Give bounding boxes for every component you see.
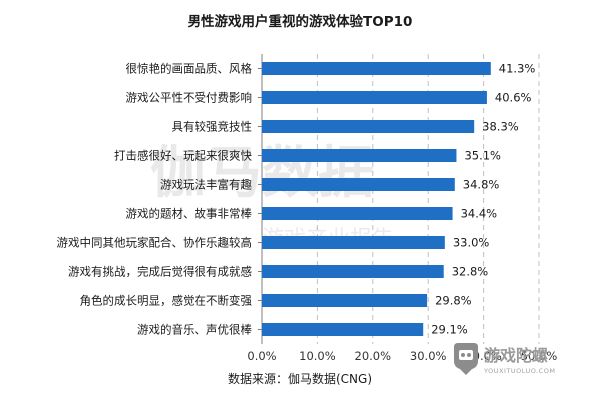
data-label: 29.8% bbox=[435, 294, 472, 308]
data-label: 35.1% bbox=[464, 149, 501, 163]
data-label: 41.3% bbox=[499, 62, 536, 76]
source-note: 数据来源：伽马数据(CNG) bbox=[228, 371, 372, 386]
category-label: 游戏的题材、故事非常棒 bbox=[126, 207, 253, 221]
bar bbox=[262, 178, 455, 191]
bar bbox=[262, 62, 491, 75]
category-label: 游戏的音乐、声优很棒 bbox=[137, 323, 252, 337]
category-label: 游戏公平性不受付费影响 bbox=[126, 91, 253, 105]
category-label: 很惊艳的画面品质、风格 bbox=[126, 62, 253, 76]
category-label: 打击感很好、玩起来很爽快 bbox=[114, 149, 252, 163]
logo-url: YOUXITUOLUO.COM bbox=[483, 367, 555, 375]
logo-name: 游戏陀螺 bbox=[484, 346, 548, 365]
bar bbox=[262, 207, 453, 220]
data-label: 38.3% bbox=[482, 120, 519, 134]
plot-area: 0.0% 10.0% 20.0% 30.0% 40.0% 50.0%很惊艳的画面品质、风格… bbox=[57, 54, 558, 363]
bar bbox=[262, 265, 444, 278]
x-tick-label: 50.0% bbox=[521, 349, 558, 363]
data-label: 33.0% bbox=[453, 236, 490, 250]
category-label: 角色的成长明显，感觉在不断变强 bbox=[80, 294, 253, 308]
data-label: 32.8% bbox=[452, 265, 489, 279]
category-label: 游戏中同其他玩家配合、协作乐趣较高 bbox=[57, 236, 253, 250]
data-label: 29.1% bbox=[431, 323, 468, 337]
gamepad-icon bbox=[454, 343, 478, 375]
data-label: 34.4% bbox=[461, 207, 498, 221]
bar bbox=[262, 91, 487, 104]
logo: 游戏陀螺 YOUXITUOLUO.COM bbox=[454, 343, 555, 375]
bar bbox=[262, 236, 445, 249]
bar bbox=[262, 149, 457, 162]
category-label: 具有较强竞技性 bbox=[172, 120, 253, 134]
x-tick-label: 0.0% bbox=[247, 349, 276, 363]
data-label: 34.8% bbox=[463, 178, 500, 192]
category-label: 游戏有挑战，完成后觉得很有成就感 bbox=[68, 265, 252, 279]
x-tick-label: 20.0% bbox=[355, 349, 392, 363]
chart-title: 男性游戏用户重视的游戏体验TOP10 bbox=[188, 13, 413, 30]
bar bbox=[262, 323, 424, 336]
bar bbox=[262, 120, 475, 133]
category-label: 游戏玩法丰富有趣 bbox=[160, 178, 252, 192]
x-tick-label: 30.0% bbox=[410, 349, 447, 363]
x-tick-label: 10.0% bbox=[299, 349, 336, 363]
data-label: 40.6% bbox=[495, 91, 532, 105]
bar bbox=[262, 294, 428, 307]
